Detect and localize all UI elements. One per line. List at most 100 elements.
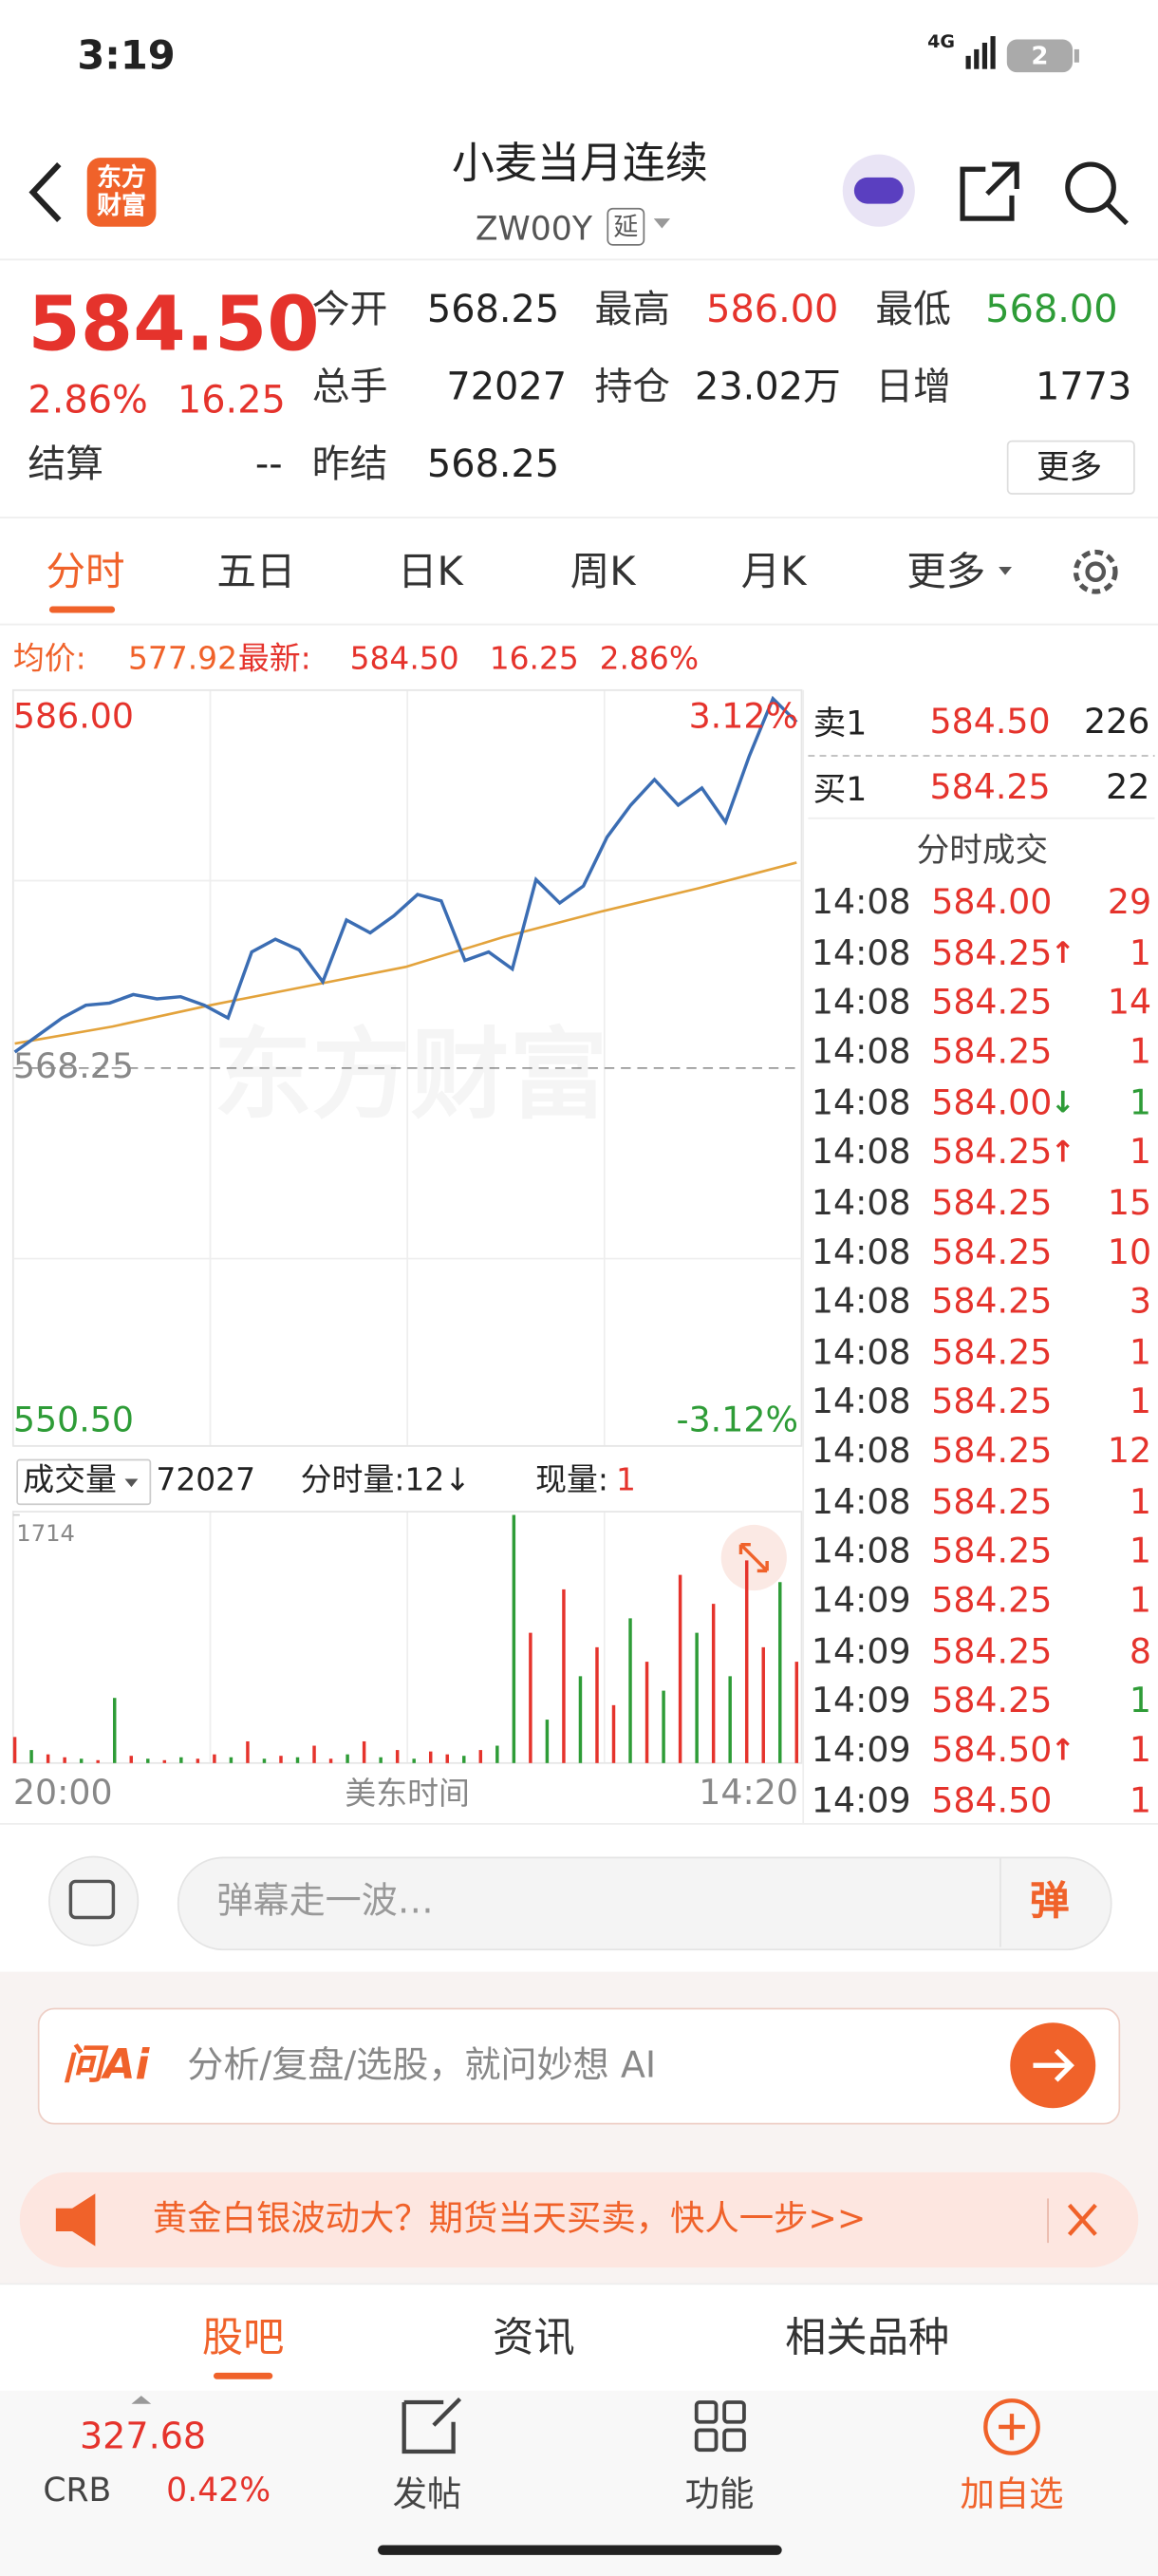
volume-bar bbox=[79, 1758, 84, 1763]
trade-arrow: ↓ bbox=[1050, 1085, 1075, 1120]
watermark: 东方财富 bbox=[214, 1017, 607, 1136]
bottom-tab[interactable]: 相关品种 bbox=[785, 2313, 950, 2361]
search-icon[interactable] bbox=[1065, 161, 1116, 214]
action-label[interactable]: 发帖 bbox=[392, 2474, 462, 2515]
banner-bg[interactable] bbox=[19, 2172, 1139, 2268]
volume-bar bbox=[379, 1757, 383, 1763]
back-icon[interactable] bbox=[28, 161, 62, 222]
index-value: 327.68 bbox=[79, 2416, 207, 2458]
last-label: 最新: bbox=[237, 640, 311, 677]
volume-bar bbox=[728, 1676, 732, 1763]
trade-price: 584.25 bbox=[931, 1282, 1053, 1322]
volume-bar bbox=[362, 1740, 366, 1763]
volume-bar bbox=[478, 1750, 483, 1763]
tab[interactable]: 周K bbox=[570, 548, 636, 594]
trade-time: 14:08 bbox=[811, 1382, 911, 1421]
tab[interactable]: 日K bbox=[397, 548, 463, 594]
tab[interactable]: 更多 bbox=[906, 548, 986, 594]
trade-volume: 8 bbox=[1129, 1630, 1152, 1671]
trade-volume: 1 bbox=[1129, 1681, 1152, 1720]
delay-tag: 延 bbox=[613, 212, 639, 242]
add-watch-icon[interactable] bbox=[983, 2398, 1040, 2455]
volume-bar bbox=[279, 1756, 283, 1763]
bottom-tab-underline bbox=[213, 2372, 273, 2379]
field-label: 昨结 bbox=[311, 443, 388, 487]
action-label[interactable]: 加自选 bbox=[960, 2474, 1064, 2515]
trade-price: 584.25 bbox=[931, 1032, 1053, 1073]
ai-input[interactable] bbox=[37, 2007, 1121, 2125]
post-icon[interactable] bbox=[402, 2397, 462, 2454]
volume-bar bbox=[562, 1589, 566, 1763]
field-label: 最高 bbox=[594, 289, 671, 332]
trade-volume: 1 bbox=[1129, 932, 1152, 973]
tab[interactable]: 五日 bbox=[216, 548, 296, 594]
volume-label-box[interactable] bbox=[16, 1458, 152, 1506]
trade-volume: 1 bbox=[1129, 1531, 1152, 1571]
volume-caret bbox=[124, 1478, 139, 1488]
logo-text: 东方财富 bbox=[97, 162, 147, 220]
field-value: 1773 bbox=[1035, 367, 1132, 410]
field-value: 72027 bbox=[446, 367, 568, 410]
code: ZW00Y bbox=[475, 208, 592, 249]
action-label[interactable]: 功能 bbox=[684, 2474, 755, 2515]
avg-value: 577.92 bbox=[127, 640, 238, 677]
trade-volume: 10 bbox=[1107, 1232, 1152, 1272]
trade-volume: 1 bbox=[1129, 1481, 1152, 1521]
danmu-button[interactable]: 弹 bbox=[1030, 1877, 1070, 1924]
volume-bar bbox=[112, 1698, 117, 1763]
volume-bar bbox=[678, 1574, 682, 1763]
trade-time: 14:08 bbox=[811, 1082, 911, 1122]
trade-time: 14:08 bbox=[811, 1481, 911, 1521]
trade-volume: 1 bbox=[1129, 1032, 1152, 1073]
volume-bar bbox=[744, 1560, 749, 1763]
comment-input[interactable] bbox=[177, 1856, 1112, 1951]
expand-icon bbox=[738, 1542, 769, 1573]
bottom-tab[interactable]: 资讯 bbox=[493, 2313, 575, 2361]
ai-logo: 问Ai bbox=[62, 2040, 150, 2089]
field-label: 总手 bbox=[311, 367, 388, 410]
trade-volume: 1 bbox=[1129, 1382, 1152, 1421]
avg-line bbox=[14, 861, 797, 1045]
trades-title: 分时成交 bbox=[916, 829, 1049, 870]
volume-bar bbox=[328, 1758, 333, 1763]
trade-price: 584.25 bbox=[931, 1182, 1053, 1222]
search-handle bbox=[1105, 201, 1129, 226]
function-icon[interactable] bbox=[694, 2400, 746, 2453]
volume-bar bbox=[578, 1676, 583, 1763]
volume-bar bbox=[162, 1759, 167, 1763]
trade-price: 584.00 bbox=[931, 882, 1053, 923]
volume-frame bbox=[11, 1511, 803, 1764]
close-icon[interactable] bbox=[1067, 2203, 1097, 2236]
trade-volume: 15 bbox=[1107, 1182, 1152, 1222]
trade-time: 14:08 bbox=[811, 1132, 911, 1173]
trade-arrow: ↑ bbox=[1050, 1733, 1075, 1769]
trade-volume: 29 bbox=[1107, 882, 1152, 923]
volume-bar bbox=[246, 1740, 250, 1763]
code-caret bbox=[653, 218, 671, 229]
volume-bar bbox=[662, 1690, 665, 1763]
volume-bar bbox=[445, 1754, 449, 1763]
trade-volume: 14 bbox=[1107, 983, 1152, 1023]
trade-time: 14:08 bbox=[811, 1182, 911, 1222]
share-icon[interactable] bbox=[960, 161, 1019, 221]
settings-icon[interactable] bbox=[1073, 549, 1118, 594]
tab[interactable]: 分时 bbox=[46, 548, 125, 594]
volume-bar bbox=[12, 1737, 17, 1763]
trade-volume: 1 bbox=[1129, 1581, 1152, 1621]
banner-text[interactable]: 黄金白银波动大？期货当天买卖，快人一步>> bbox=[152, 2199, 867, 2239]
ai-send-icon bbox=[1033, 2048, 1074, 2082]
more-button[interactable] bbox=[1006, 440, 1135, 495]
volume-bar bbox=[462, 1756, 466, 1763]
volume-bar bbox=[129, 1756, 133, 1763]
field-label: 最低 bbox=[875, 289, 951, 332]
tab[interactable]: 月K bbox=[740, 548, 807, 594]
trade-time: 14:08 bbox=[811, 1032, 911, 1073]
comment-icon[interactable] bbox=[48, 1855, 140, 1946]
chart-grid bbox=[12, 689, 802, 1763]
bottom-tab[interactable]: 股吧 bbox=[201, 2313, 285, 2361]
current-volume-label: 现量: bbox=[535, 1461, 608, 1498]
trade-time: 14:09 bbox=[811, 1780, 911, 1820]
change-pct: 2.86% bbox=[28, 380, 148, 423]
pct-label: -3.12% bbox=[676, 1401, 799, 1440]
more-button-text[interactable]: 更多 bbox=[1036, 446, 1103, 487]
